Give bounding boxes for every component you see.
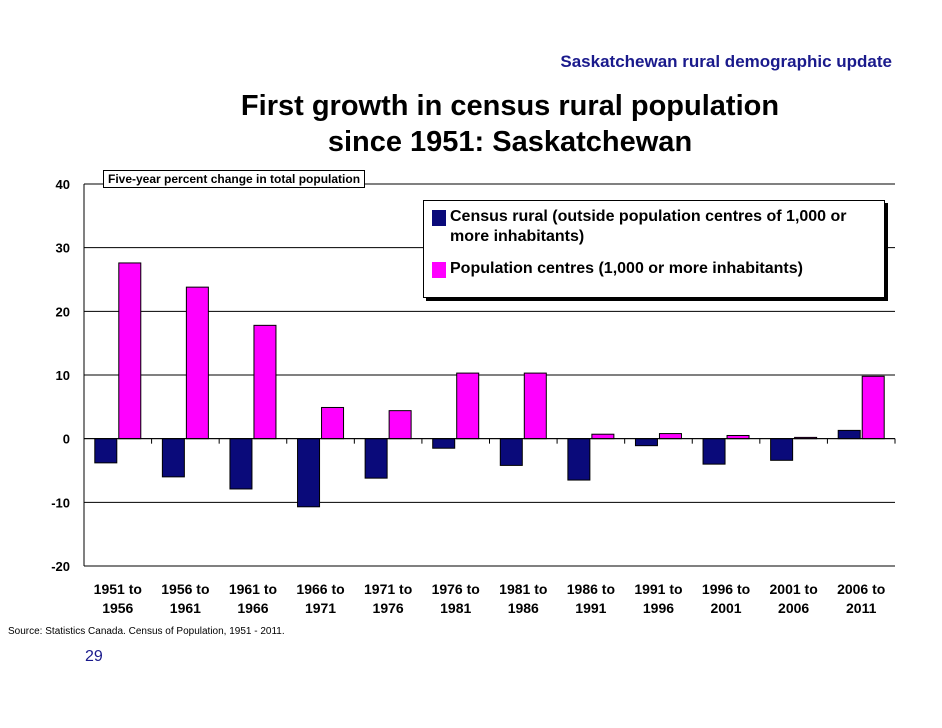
x-tick-label: 1986 to — [567, 581, 615, 597]
y-tick-label: 30 — [56, 241, 70, 256]
x-tick-label: 1996 to — [702, 581, 750, 597]
x-tick-label: 1976 — [373, 600, 404, 616]
y-tick-label: -10 — [51, 495, 70, 510]
bar-centres — [321, 406, 345, 440]
legend-label-centres: Population centres (1,000 or more inhabi… — [450, 260, 803, 277]
bar-centres — [118, 262, 142, 440]
x-tick-label: 2006 — [778, 600, 809, 616]
x-tick-label: 1961 to — [229, 581, 277, 597]
source-note: Source: Statistics Canada. Census of Pop… — [8, 626, 285, 637]
x-tick-label: 1981 to — [499, 581, 547, 597]
x-tick-label: 1996 — [643, 600, 674, 616]
chart-title: First growth in census rural population … — [150, 88, 870, 160]
chart-legend: Census rural (outside population centres… — [423, 200, 885, 298]
bar-rural — [702, 438, 726, 465]
x-tick-label: 1986 — [508, 600, 539, 616]
x-tick-label: 1956 — [102, 600, 133, 616]
x-tick-label: 1991 to — [634, 581, 682, 597]
x-tick-label: 1966 — [237, 600, 268, 616]
x-tick-label: 1951 to — [94, 581, 142, 597]
bar-rural — [567, 438, 591, 481]
bar-centres — [185, 286, 209, 440]
page-number: 29 — [85, 648, 103, 665]
bar-rural — [161, 438, 185, 478]
bar-rural — [432, 438, 456, 449]
x-tick-label: 1956 to — [161, 581, 209, 597]
legend-swatch-centres — [432, 262, 446, 278]
legend-label-rural: Census rural (outside population centres… — [450, 208, 847, 245]
x-tick-label: 2006 to — [837, 581, 885, 597]
y-tick-label: -20 — [51, 559, 70, 574]
chart-subtitle: Five-year percent change in total popula… — [103, 170, 366, 188]
header-title: Saskatchewan rural demographic update — [560, 52, 892, 71]
x-tick-label: 2001 to — [770, 581, 818, 597]
y-tick-label: 0 — [63, 432, 70, 447]
bar-centres — [591, 433, 615, 440]
x-tick-label: 1961 — [170, 600, 201, 616]
bar-centres — [253, 324, 277, 440]
chart-title-line-2: since 1951: Saskatchewan — [327, 126, 693, 158]
x-tick-label: 1991 — [575, 600, 606, 616]
x-tick-label: 2011 — [846, 600, 877, 616]
bar-centres — [658, 433, 682, 440]
bar-rural — [364, 438, 388, 479]
bar-rural — [770, 438, 794, 461]
x-tick-label: 1966 to — [296, 581, 344, 597]
bar-rural — [634, 438, 658, 447]
x-tick-label: 1981 — [440, 600, 471, 616]
bar-centres — [861, 375, 885, 440]
y-tick-label: 10 — [56, 368, 70, 383]
bar-rural — [499, 438, 523, 466]
bar-centres — [388, 410, 412, 440]
bar-rural — [837, 429, 861, 440]
x-tick-label: 1976 to — [432, 581, 480, 597]
legend-swatch-rural — [432, 210, 446, 226]
y-tick-label: 20 — [56, 304, 70, 319]
x-tick-label: 2001 — [710, 600, 741, 616]
bar-centres — [456, 372, 480, 440]
y-tick-label: 40 — [56, 177, 70, 192]
bar-chart: 40 30 20 10 0 -10 -20 1951 to 1956 1956 to 1961 196… — [51, 177, 896, 616]
x-tick-label: 1971 to — [364, 581, 412, 597]
bar-rural — [94, 438, 118, 464]
chart-title-line-1: First growth in census rural population — [240, 90, 780, 122]
x-tick-label: 1971 — [305, 600, 336, 616]
bar-rural — [297, 438, 321, 508]
bar-centres — [523, 372, 547, 440]
bar-rural — [229, 438, 253, 490]
